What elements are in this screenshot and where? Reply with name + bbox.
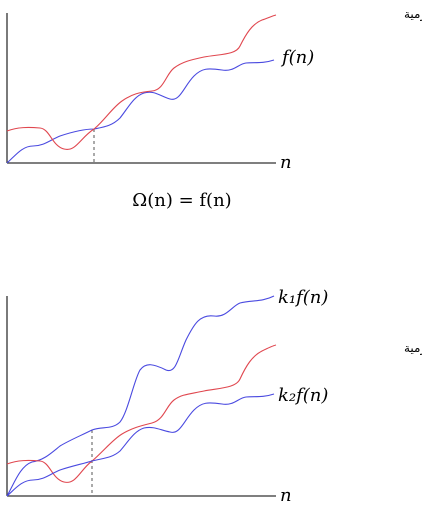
bottom-k2-curve (6, 393, 275, 497)
bottom-figure: k₁f(n) وقت تنفيذ الخوارزمية k₂f(n) n (6, 287, 422, 506)
bottom-k1-curve (6, 295, 275, 497)
top-runtime-label: وقت تنفيذ الخوارزمية (404, 7, 422, 22)
top-caption: Ω(n) = f(n) (132, 190, 231, 211)
top-x-axis-label: n (280, 152, 292, 173)
bottom-k2-label: k₂f(n) (278, 385, 328, 406)
bottom-x-axis-label: n (280, 485, 292, 506)
top-figure: وقت تنفيذ الخوارزمية f(n) n (6, 7, 422, 173)
top-f-curve (6, 59, 275, 164)
bottom-runtime-curve (6, 344, 277, 483)
bottom-runtime-label: وقت تنفيذ الخوارزمية (404, 341, 422, 356)
bottom-k1-label: k₁f(n) (278, 287, 328, 308)
top-runtime-curve (6, 14, 277, 150)
top-f-label: f(n) (280, 47, 314, 68)
